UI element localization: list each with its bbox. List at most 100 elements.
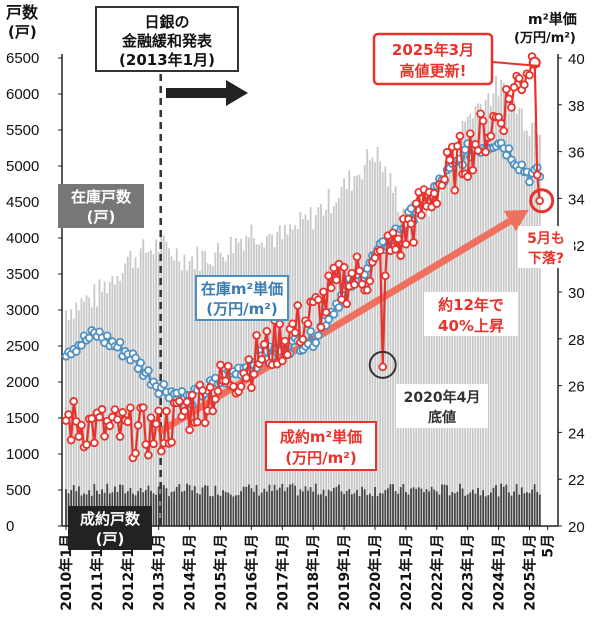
left-tick-label: 5000 bbox=[6, 158, 39, 175]
contract-units-bar bbox=[415, 488, 418, 526]
boj-line1: 日銀の bbox=[144, 13, 189, 31]
x-tick-label: 2012年1月 bbox=[120, 534, 137, 611]
stock-units-bar bbox=[340, 187, 343, 527]
contract-price-point bbox=[486, 131, 496, 141]
x-tick-label: 2024年1月 bbox=[491, 534, 508, 611]
contract-price-point bbox=[365, 276, 375, 286]
contract-units-bar bbox=[397, 493, 400, 526]
contract-price-point bbox=[185, 425, 194, 435]
stock-price-point bbox=[334, 303, 344, 312]
contract-units-bar bbox=[283, 491, 286, 526]
x-tick-label: 2022年1月 bbox=[429, 534, 446, 611]
stock-units-bar bbox=[124, 263, 127, 526]
contract-price-point bbox=[332, 275, 341, 285]
stock-units-bar bbox=[433, 202, 436, 527]
contract-units-bar bbox=[443, 484, 446, 526]
contract-units-bar bbox=[412, 487, 415, 526]
contract-units-bar bbox=[366, 495, 369, 526]
stock-price-point bbox=[84, 333, 94, 343]
contract-price-point bbox=[149, 439, 158, 449]
contract-units-bar bbox=[196, 493, 199, 526]
stock-price-point bbox=[378, 237, 388, 246]
left-axis-unit: (戸) bbox=[8, 23, 37, 41]
contract-price-point bbox=[535, 196, 544, 206]
stock-units-bar bbox=[309, 207, 312, 527]
contract-units-bar bbox=[371, 496, 374, 526]
stock-units-bar bbox=[453, 158, 456, 527]
stock-units-bar bbox=[407, 220, 410, 526]
contract-units-bar bbox=[157, 486, 160, 526]
stock-units-bar bbox=[144, 252, 147, 526]
stock-units-bar bbox=[430, 195, 433, 526]
stock-units-bar bbox=[371, 157, 374, 526]
stock-units-bar bbox=[299, 211, 302, 526]
contract-price-point bbox=[468, 165, 478, 175]
contract-units-bar bbox=[309, 487, 312, 526]
contract-price-point bbox=[105, 421, 115, 431]
contract-units-bar bbox=[520, 487, 523, 526]
contract-units-bar bbox=[407, 494, 410, 526]
right-tick-label: 34 bbox=[568, 191, 585, 208]
x-tick-label: 2015年1月 bbox=[213, 534, 230, 611]
stock-units-line2: (戸) bbox=[87, 208, 116, 226]
stock-units-bar bbox=[83, 301, 85, 526]
contract-units-bar bbox=[417, 487, 420, 526]
contract-units-bar bbox=[278, 487, 281, 526]
contract-price-point bbox=[347, 268, 357, 278]
contract-units-bar bbox=[392, 484, 394, 526]
contract-price-point bbox=[126, 403, 135, 413]
stock-units-bar bbox=[273, 247, 276, 526]
stock-units-bar bbox=[358, 174, 361, 527]
contract-units-bar bbox=[361, 486, 364, 526]
contract-price-point bbox=[509, 83, 519, 92]
contract-units-bar bbox=[345, 491, 348, 526]
left-tick-label: 4500 bbox=[6, 194, 39, 211]
stock-units-bar bbox=[443, 173, 446, 527]
contract-units-bar bbox=[368, 493, 371, 526]
stock-price-point bbox=[504, 144, 514, 153]
stock-price-line2: (万円/m²) bbox=[206, 300, 277, 318]
contract-price-label-box bbox=[265, 421, 377, 471]
contract-price-point bbox=[293, 301, 303, 310]
stock-units-bar bbox=[80, 298, 83, 526]
left-tick-label: 2000 bbox=[6, 374, 39, 391]
contract-price-point bbox=[244, 355, 254, 364]
contract-price-point bbox=[216, 360, 225, 370]
contract-units-bar bbox=[119, 484, 121, 526]
contract-price-point bbox=[213, 386, 223, 396]
stock-price-point bbox=[77, 341, 86, 350]
contract-units-bar bbox=[505, 484, 508, 526]
contract-units-bar bbox=[453, 493, 456, 526]
stock-price-point bbox=[311, 338, 321, 348]
contract-units-bar bbox=[423, 492, 425, 526]
x-tick-label: 2025年1月 bbox=[522, 534, 539, 611]
stock-units-bar bbox=[448, 167, 451, 526]
contract-price-point bbox=[342, 299, 351, 309]
x-tick-label: 2023年1月 bbox=[460, 534, 477, 611]
contract-units-bar bbox=[356, 489, 358, 526]
contract-units-bar bbox=[229, 494, 232, 526]
contract-units-bar bbox=[219, 495, 222, 526]
stock-units-label-box bbox=[58, 184, 144, 228]
contract-units-bar bbox=[335, 486, 338, 526]
boj-line3: (2013年1月) bbox=[119, 51, 215, 69]
contract-price-point bbox=[66, 435, 76, 445]
stock-units-bar bbox=[417, 221, 420, 526]
stock-units-bar bbox=[276, 232, 279, 526]
contract-units-bar bbox=[433, 489, 436, 526]
contract-price-point bbox=[303, 319, 313, 329]
stock-units-bar bbox=[296, 228, 299, 527]
contract-units-bar bbox=[394, 491, 397, 526]
x-tick-label: 5月 bbox=[541, 534, 557, 558]
stock-units-bar bbox=[281, 239, 284, 527]
x-tick-label: 2020年1月 bbox=[367, 534, 384, 611]
contract-price-point bbox=[314, 295, 323, 304]
contract-price-point bbox=[133, 421, 143, 430]
stock-price-point bbox=[406, 204, 416, 213]
stock-units-bar bbox=[129, 250, 132, 526]
contract-units-bar bbox=[487, 495, 490, 526]
contract-units-bar bbox=[484, 496, 487, 526]
stock-units-bar bbox=[523, 130, 526, 526]
contract-units-bar bbox=[199, 494, 201, 526]
